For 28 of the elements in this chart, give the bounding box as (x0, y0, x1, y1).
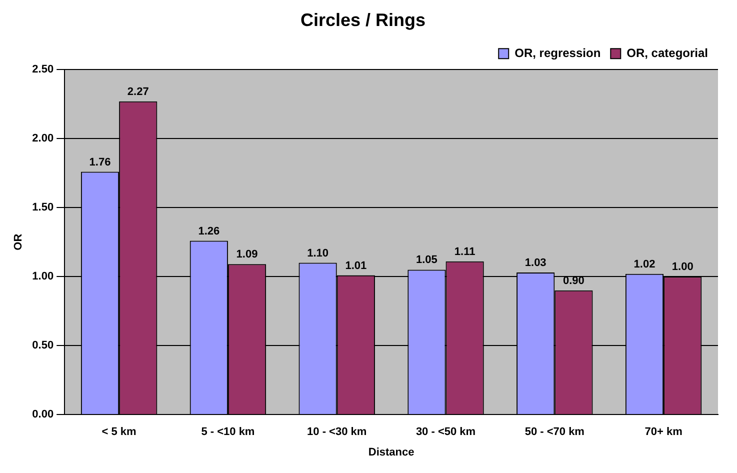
y-tick-label: 2.50 (32, 64, 54, 76)
chart-title: Circles / Rings (300, 10, 426, 30)
x-tick-label: 10 - <30 km (307, 426, 367, 438)
y-tick-label: 1.00 (32, 270, 54, 283)
data-label: 1.09 (236, 248, 258, 261)
x-tick-label: 5 - <10 km (201, 426, 255, 438)
data-label: 2.27 (127, 86, 149, 98)
data-label: 1.03 (524, 256, 546, 269)
legend-label: OR, regression (514, 46, 601, 60)
y-tick-label: 2.00 (32, 132, 54, 145)
data-label: 1.26 (198, 225, 220, 238)
y-tick-label: 0.50 (32, 340, 54, 352)
data-label: 1.10 (307, 247, 329, 260)
x-tick-label: 50 - <70 km (524, 426, 585, 438)
y-axis-title: OR (12, 234, 25, 250)
x-tick-label: < 5 km (102, 426, 137, 438)
data-label: 1.00 (672, 261, 694, 274)
data-label: 1.76 (89, 156, 111, 168)
legend-label: OR, categorial (626, 46, 708, 60)
y-tick-label: 1.50 (32, 202, 54, 214)
data-label: 1.11 (454, 246, 476, 258)
x-tick-label: 30 - <50 km (416, 426, 476, 438)
data-label: 1.05 (416, 254, 438, 266)
x-tick-label: 70+ km (644, 426, 683, 438)
y-tick-label: 0.00 (32, 408, 54, 421)
data-label: 1.01 (345, 260, 367, 272)
data-label: 1.02 (634, 258, 656, 270)
x-axis-title: Distance (368, 446, 414, 458)
